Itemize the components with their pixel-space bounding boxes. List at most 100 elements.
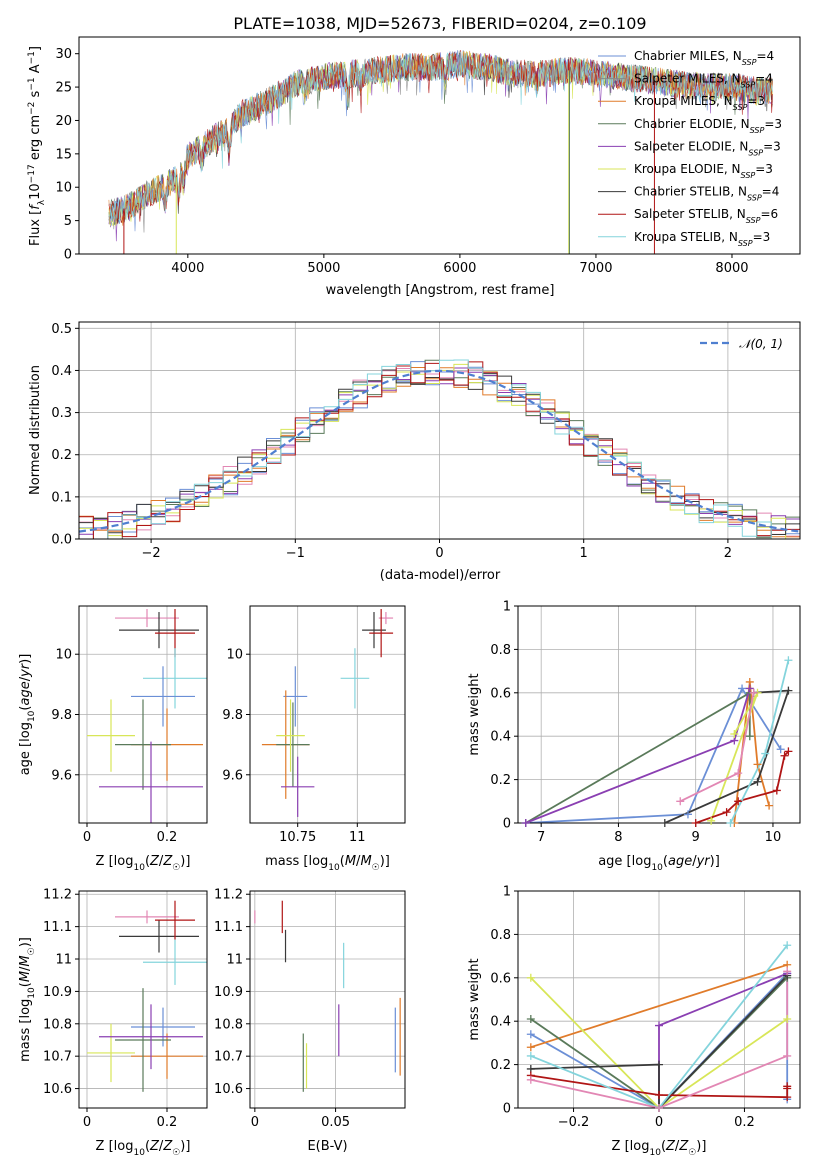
x-tick-label: 0.05 bbox=[321, 1115, 350, 1130]
y-tick-label: 10.7 bbox=[214, 1050, 243, 1065]
y-tick-label: 0.8 bbox=[490, 643, 511, 658]
y-tick-label: 9.6 bbox=[51, 768, 72, 783]
x-tick-label: 0.2 bbox=[157, 830, 178, 845]
legend-entry: Chabrier STELIB, NSSP=4 bbox=[634, 185, 779, 203]
weight-marker bbox=[730, 730, 739, 739]
y-tick-label: 10.9 bbox=[214, 985, 243, 1000]
weight-marker bbox=[722, 808, 731, 817]
x-tick-label: 8 bbox=[614, 830, 622, 845]
weight-marker bbox=[783, 1051, 792, 1060]
y-axis-label: Normed distribution bbox=[28, 365, 43, 495]
y-tick-label: 1 bbox=[503, 600, 511, 615]
axes-frame bbox=[249, 890, 406, 1109]
x-tick-label: 11 bbox=[349, 830, 366, 845]
weight-marker bbox=[526, 1075, 535, 1084]
y-tick-label: 0 bbox=[503, 1102, 511, 1117]
x-tick-label: −0.2 bbox=[558, 1115, 590, 1130]
legend-entry: Salpeter ELODIE, NSSP=3 bbox=[634, 139, 781, 157]
y-tick-label: 11.2 bbox=[214, 888, 243, 903]
weight-marker bbox=[783, 941, 792, 950]
weight-marker bbox=[749, 688, 758, 697]
y-tick-label: 10.7 bbox=[43, 1050, 72, 1065]
axes-z-weight: −0.2 0 0.2 0 0.2 0.4 0.6 0.8 1 bbox=[490, 885, 801, 1130]
weight-marker bbox=[734, 769, 743, 778]
weight-marker bbox=[526, 1015, 535, 1024]
legend-spectrum: Chabrier MILES, NSSP=4 Salpeter MILES, NS… bbox=[598, 49, 782, 247]
x-tick-label: 10 bbox=[765, 830, 782, 845]
axes-residuals: −2 −1 0 1 2 0.0 0.1 0.2 0.3 0.4 0.5 bbox=[51, 321, 801, 561]
y-tick-label: 0.4 bbox=[490, 730, 511, 745]
plot-area-mass-age bbox=[261, 609, 394, 817]
y-tick-label: 11.1 bbox=[214, 920, 243, 935]
weight-marker bbox=[726, 819, 735, 827]
plot-area-z-age bbox=[87, 609, 207, 823]
weight-marker bbox=[734, 797, 743, 806]
weight-line bbox=[664, 689, 790, 823]
legend-entry: Kroupa ELODIE, NSSP=3 bbox=[634, 162, 773, 180]
x-tick-label: 7 bbox=[537, 830, 545, 845]
x-tick-label: 1 bbox=[580, 546, 588, 561]
y-tick-label: 20 bbox=[55, 114, 72, 129]
x-axis-label: Z [log10(Z/Z☉)] bbox=[612, 1139, 707, 1158]
y-tick-label: 0 bbox=[503, 817, 511, 832]
plot-area-spectrum bbox=[108, 49, 773, 254]
y-tick-label: 0.2 bbox=[490, 773, 511, 788]
x-axis-label: Z [log10(Z/Z☉)] bbox=[96, 1139, 191, 1158]
x-axis-label: (data-model)/error bbox=[380, 568, 501, 583]
weight-line bbox=[530, 944, 788, 1108]
y-tick-label: 9.6 bbox=[222, 768, 243, 783]
x-axis-label: wavelength [Angstrom, rest frame] bbox=[326, 283, 555, 298]
y-tick-label: 10.9 bbox=[43, 985, 72, 1000]
weight-marker bbox=[738, 684, 747, 693]
weight-marker bbox=[655, 1090, 663, 1099]
y-tick-label: 11 bbox=[226, 953, 243, 968]
weight-marker bbox=[526, 1051, 535, 1060]
x-tick-label: 9 bbox=[692, 830, 700, 845]
y-tick-label: 0.4 bbox=[490, 1015, 511, 1030]
y-tick-label: 0 bbox=[64, 248, 72, 263]
plot-area-residuals bbox=[79, 359, 800, 539]
weight-marker bbox=[521, 819, 530, 827]
weight-marker bbox=[753, 760, 762, 769]
y-tick-label: 10.8 bbox=[43, 1017, 72, 1032]
x-tick-label: 5000 bbox=[307, 261, 340, 276]
y-tick-label: 0.4 bbox=[51, 364, 72, 379]
x-tick-label: −1 bbox=[286, 546, 305, 561]
weight-line bbox=[530, 963, 788, 1049]
weight-marker bbox=[660, 819, 669, 827]
weight-marker bbox=[655, 1060, 663, 1069]
y-tick-label: 0.8 bbox=[490, 928, 511, 943]
x-tick-label: 0.2 bbox=[734, 1115, 755, 1130]
y-tick-label: 0.3 bbox=[51, 406, 72, 421]
axes-z-mass: 0 0.2 10.6 10.7 10.8 10.9 11 11.1 11.2 bbox=[43, 888, 208, 1130]
x-axis-label: age [log10(age/yr)] bbox=[598, 854, 720, 873]
axes-mass-age: 10.75 11 9.6 9.8 10 bbox=[222, 605, 406, 845]
y-tick-label: 0.2 bbox=[51, 448, 72, 463]
x-tick-label: 0 bbox=[83, 830, 91, 845]
y-tick-label: 0.1 bbox=[51, 490, 72, 505]
x-tick-label: 4000 bbox=[171, 261, 204, 276]
weight-line bbox=[525, 686, 782, 823]
legend-entry: Chabrier ELODIE, NSSP=3 bbox=[634, 117, 782, 135]
y-tick-label: 15 bbox=[55, 147, 72, 162]
y-tick-label: 1 bbox=[503, 885, 511, 900]
weight-marker bbox=[683, 810, 692, 819]
legend-entry: Salpeter MILES, NSSP=4 bbox=[634, 72, 773, 90]
legend-entry: 𝒩(0, 1) bbox=[739, 337, 783, 351]
axes-age-weight: 7 8 9 10 0 0.2 0.4 0.6 0.8 1 bbox=[490, 600, 801, 845]
y-tick-label: 0.0 bbox=[51, 533, 72, 548]
y-tick-label: 30 bbox=[55, 47, 72, 62]
y-tick-label: 10.8 bbox=[214, 1017, 243, 1032]
weight-marker bbox=[753, 777, 762, 786]
x-axis-label: E(B-V) bbox=[307, 1139, 347, 1154]
weight-marker bbox=[784, 686, 793, 695]
weight-line bbox=[530, 971, 789, 1108]
weight-marker bbox=[784, 656, 793, 665]
y-axis-label: Flux [fλ10−17 erg cm−2 s−1 A−1] bbox=[27, 46, 47, 246]
x-tick-label: 0 bbox=[655, 1115, 663, 1130]
legend-entry: Salpeter STELIB, NSSP=6 bbox=[634, 207, 778, 225]
y-tick-label: 10 bbox=[55, 181, 72, 196]
x-tick-label: 0 bbox=[83, 1115, 91, 1130]
normal-curve bbox=[79, 369, 800, 533]
